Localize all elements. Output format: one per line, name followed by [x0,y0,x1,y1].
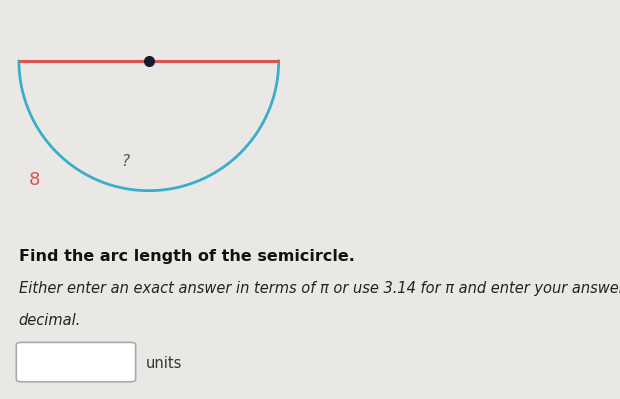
Text: ?: ? [122,154,130,169]
Text: units: units [146,356,182,371]
Text: 8: 8 [29,171,40,189]
Text: Either enter an exact answer in terms of π or use 3.14 for π and enter your answ: Either enter an exact answer in terms of… [19,281,620,296]
FancyBboxPatch shape [16,342,136,382]
Text: Find the arc length of the semicircle.: Find the arc length of the semicircle. [19,249,355,265]
Text: decimal.: decimal. [19,313,81,328]
